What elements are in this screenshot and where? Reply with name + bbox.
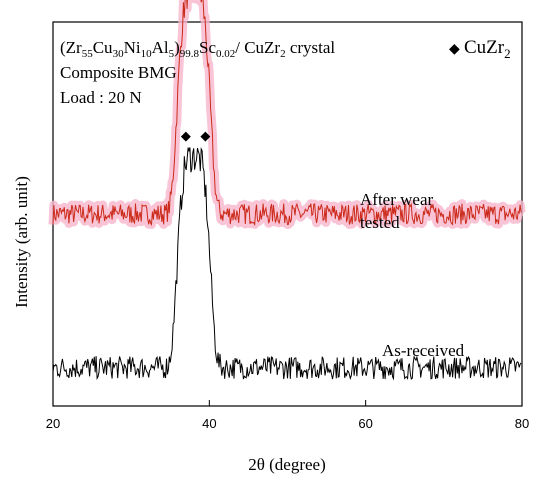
legend-diamond-icon: ◆ [449,42,460,57]
peak-markers: ◆ ◆ [181,129,211,144]
series-label-as-received: As-received [382,341,465,360]
x-tick-label: 80 [515,416,529,431]
series-layer [48,0,526,381]
peak-marker-diamond-icon: ◆ [200,129,210,144]
annotation-line3: Load : 20 N [60,88,142,107]
y-axis-title: Intensity (arb. unit) [12,176,31,308]
annotation-formula: (Zr55Cu30Ni10Al5)99.8Sc0.02/ CuZr2 cryst… [60,38,335,60]
x-tick-label: 40 [202,416,216,431]
x-tick-label: 20 [46,416,60,431]
series-label-after-wear-line1: After wear [360,190,433,209]
x-axis: 20 40 60 80 [46,400,529,431]
annotation-line2: Composite BMG [60,63,177,82]
legend-label: CuZr2 [464,37,511,61]
series-after-wear-halo [48,0,526,229]
series-after-wear-line [52,0,522,227]
x-tick-label: 60 [358,416,372,431]
x-axis-title: 2θ (degree) [248,455,326,474]
series-as-received-line [52,147,522,381]
series-label-after-wear-line2: tested [360,213,400,232]
peak-marker-diamond-icon: ◆ [181,129,191,144]
